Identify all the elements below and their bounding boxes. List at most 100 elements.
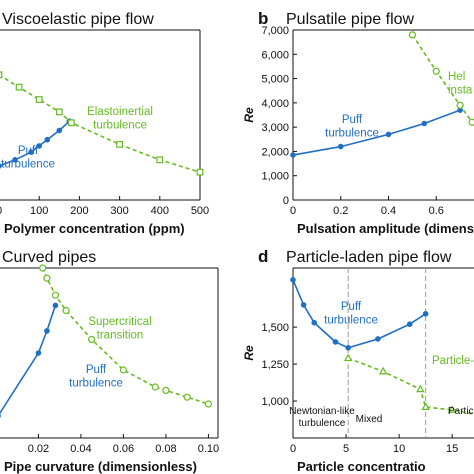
annotation-label: Elastoinertial	[87, 106, 153, 118]
data-point	[151, 383, 159, 391]
x-tick-label: 10	[393, 443, 405, 455]
x-tick-label: 0.06	[113, 443, 134, 455]
data-point	[421, 402, 430, 410]
series-line	[0, 74, 201, 173]
annotation-label: Puff	[18, 145, 39, 157]
y-tick-label: 1,250	[261, 359, 289, 371]
x-axis-label: Particle concentratio	[297, 459, 426, 474]
data-point	[87, 335, 96, 343]
data-point	[375, 336, 381, 342]
annotation-label: turbulence	[299, 418, 346, 429]
data-point	[36, 143, 43, 149]
data-point	[196, 168, 204, 176]
data-point	[421, 120, 428, 127]
annotation-label: Puff	[342, 114, 363, 126]
data-point	[0, 71, 3, 79]
x-tick-label: 0	[290, 205, 296, 217]
data-point	[345, 345, 351, 351]
data-point	[35, 350, 42, 356]
x-tick-label: 5	[343, 443, 349, 455]
data-point	[337, 143, 344, 150]
data-point	[456, 101, 464, 109]
data-point	[35, 96, 43, 103]
panel-b-letter: b	[258, 9, 268, 28]
data-point	[0, 163, 2, 169]
data-point	[44, 328, 50, 334]
annotation-label: Hel	[448, 71, 465, 83]
panel-d-particle: 0 5 10 15 1,000 1,250 1,500 Particle concentrat…	[242, 267, 474, 474]
data-point	[290, 277, 296, 283]
x-tick-label: 0.08	[155, 443, 176, 455]
data-point	[28, 149, 34, 155]
data-point	[416, 384, 425, 393]
data-point	[52, 302, 59, 309]
x-tick-label: 0.02	[28, 443, 49, 455]
annotation-label: insta	[448, 85, 473, 97]
data-point	[432, 67, 440, 75]
annotation-label: turbulence	[324, 315, 378, 327]
data-point	[406, 321, 413, 327]
data-point	[332, 339, 339, 345]
x-axis-label: Pipe curvature (dimensionless)	[4, 459, 197, 474]
y-axis-label: Re	[242, 345, 256, 361]
y-tick-label: 5,000	[261, 74, 289, 86]
y-axis-label: Re	[242, 107, 256, 123]
y-tick-label: 1,000	[261, 171, 289, 183]
data-point	[44, 136, 51, 143]
x-tick-label: 400	[151, 205, 169, 217]
data-point	[62, 306, 70, 315]
data-point	[422, 311, 429, 317]
data-point	[119, 366, 128, 374]
x-tick-label: 0.6	[429, 205, 444, 217]
annotation-label: Mixed	[356, 414, 383, 425]
y-tick-label: 1,000	[261, 396, 289, 408]
annotation-label: Puff	[86, 364, 107, 376]
data-point	[447, 405, 457, 413]
panel-b-title: Pulsatile pipe flow	[286, 11, 415, 28]
x-tick-label: 100	[30, 205, 48, 217]
panel-b-pulsatile: 0 0.2 0.4 0.6 0 1,000 2,000 3,000 4,000 5,000 6,00…	[242, 25, 474, 236]
data-point	[457, 107, 463, 113]
series-line	[347, 357, 474, 415]
panel-c-title: Curved pipes	[2, 249, 96, 266]
data-point	[116, 140, 124, 148]
data-point	[39, 264, 47, 272]
panel-a-viscoelastic: 0 100 200 300 400 500 Polymer concentration (p…	[0, 29, 209, 236]
x-tick-label: 500	[191, 205, 209, 217]
y-tick-label: 2,000	[261, 146, 289, 158]
data-point	[162, 386, 170, 394]
data-point	[468, 118, 474, 126]
data-point	[385, 131, 392, 138]
x-tick-label: 300	[110, 205, 128, 217]
annotation-label: transition	[97, 330, 144, 342]
data-point	[43, 274, 51, 282]
data-point	[55, 108, 63, 116]
annotation-label: turbulence	[69, 378, 123, 390]
data-point	[0, 413, 1, 418]
data-point	[15, 83, 23, 91]
annotation-label: Puff	[341, 301, 362, 313]
data-point	[67, 119, 75, 127]
panel-a-title: Viscoelastic pipe flow	[2, 11, 154, 28]
x-tick-label: 0.4	[381, 205, 396, 217]
y-tick-label: 7,000	[261, 25, 289, 37]
data-point	[204, 400, 213, 408]
x-axis-label: Pulsation amplitude (dimens	[297, 221, 474, 236]
data-point	[408, 31, 416, 39]
x-tick-label: 0	[290, 443, 296, 455]
x-tick-label: 0.2	[333, 205, 348, 217]
x-tick-label: 0.04	[70, 443, 91, 455]
series-line	[292, 279, 427, 349]
data-point	[343, 353, 353, 362]
data-point	[183, 393, 191, 401]
series-line	[41, 267, 209, 405]
x-tick-label: 200	[70, 205, 88, 217]
series-line	[0, 305, 57, 415]
x-tick-label: 15	[446, 443, 458, 455]
data-point	[56, 127, 63, 134]
y-tick-label: 4,000	[261, 98, 289, 110]
annotation-label: Particle	[448, 406, 474, 417]
data-point	[311, 319, 318, 326]
